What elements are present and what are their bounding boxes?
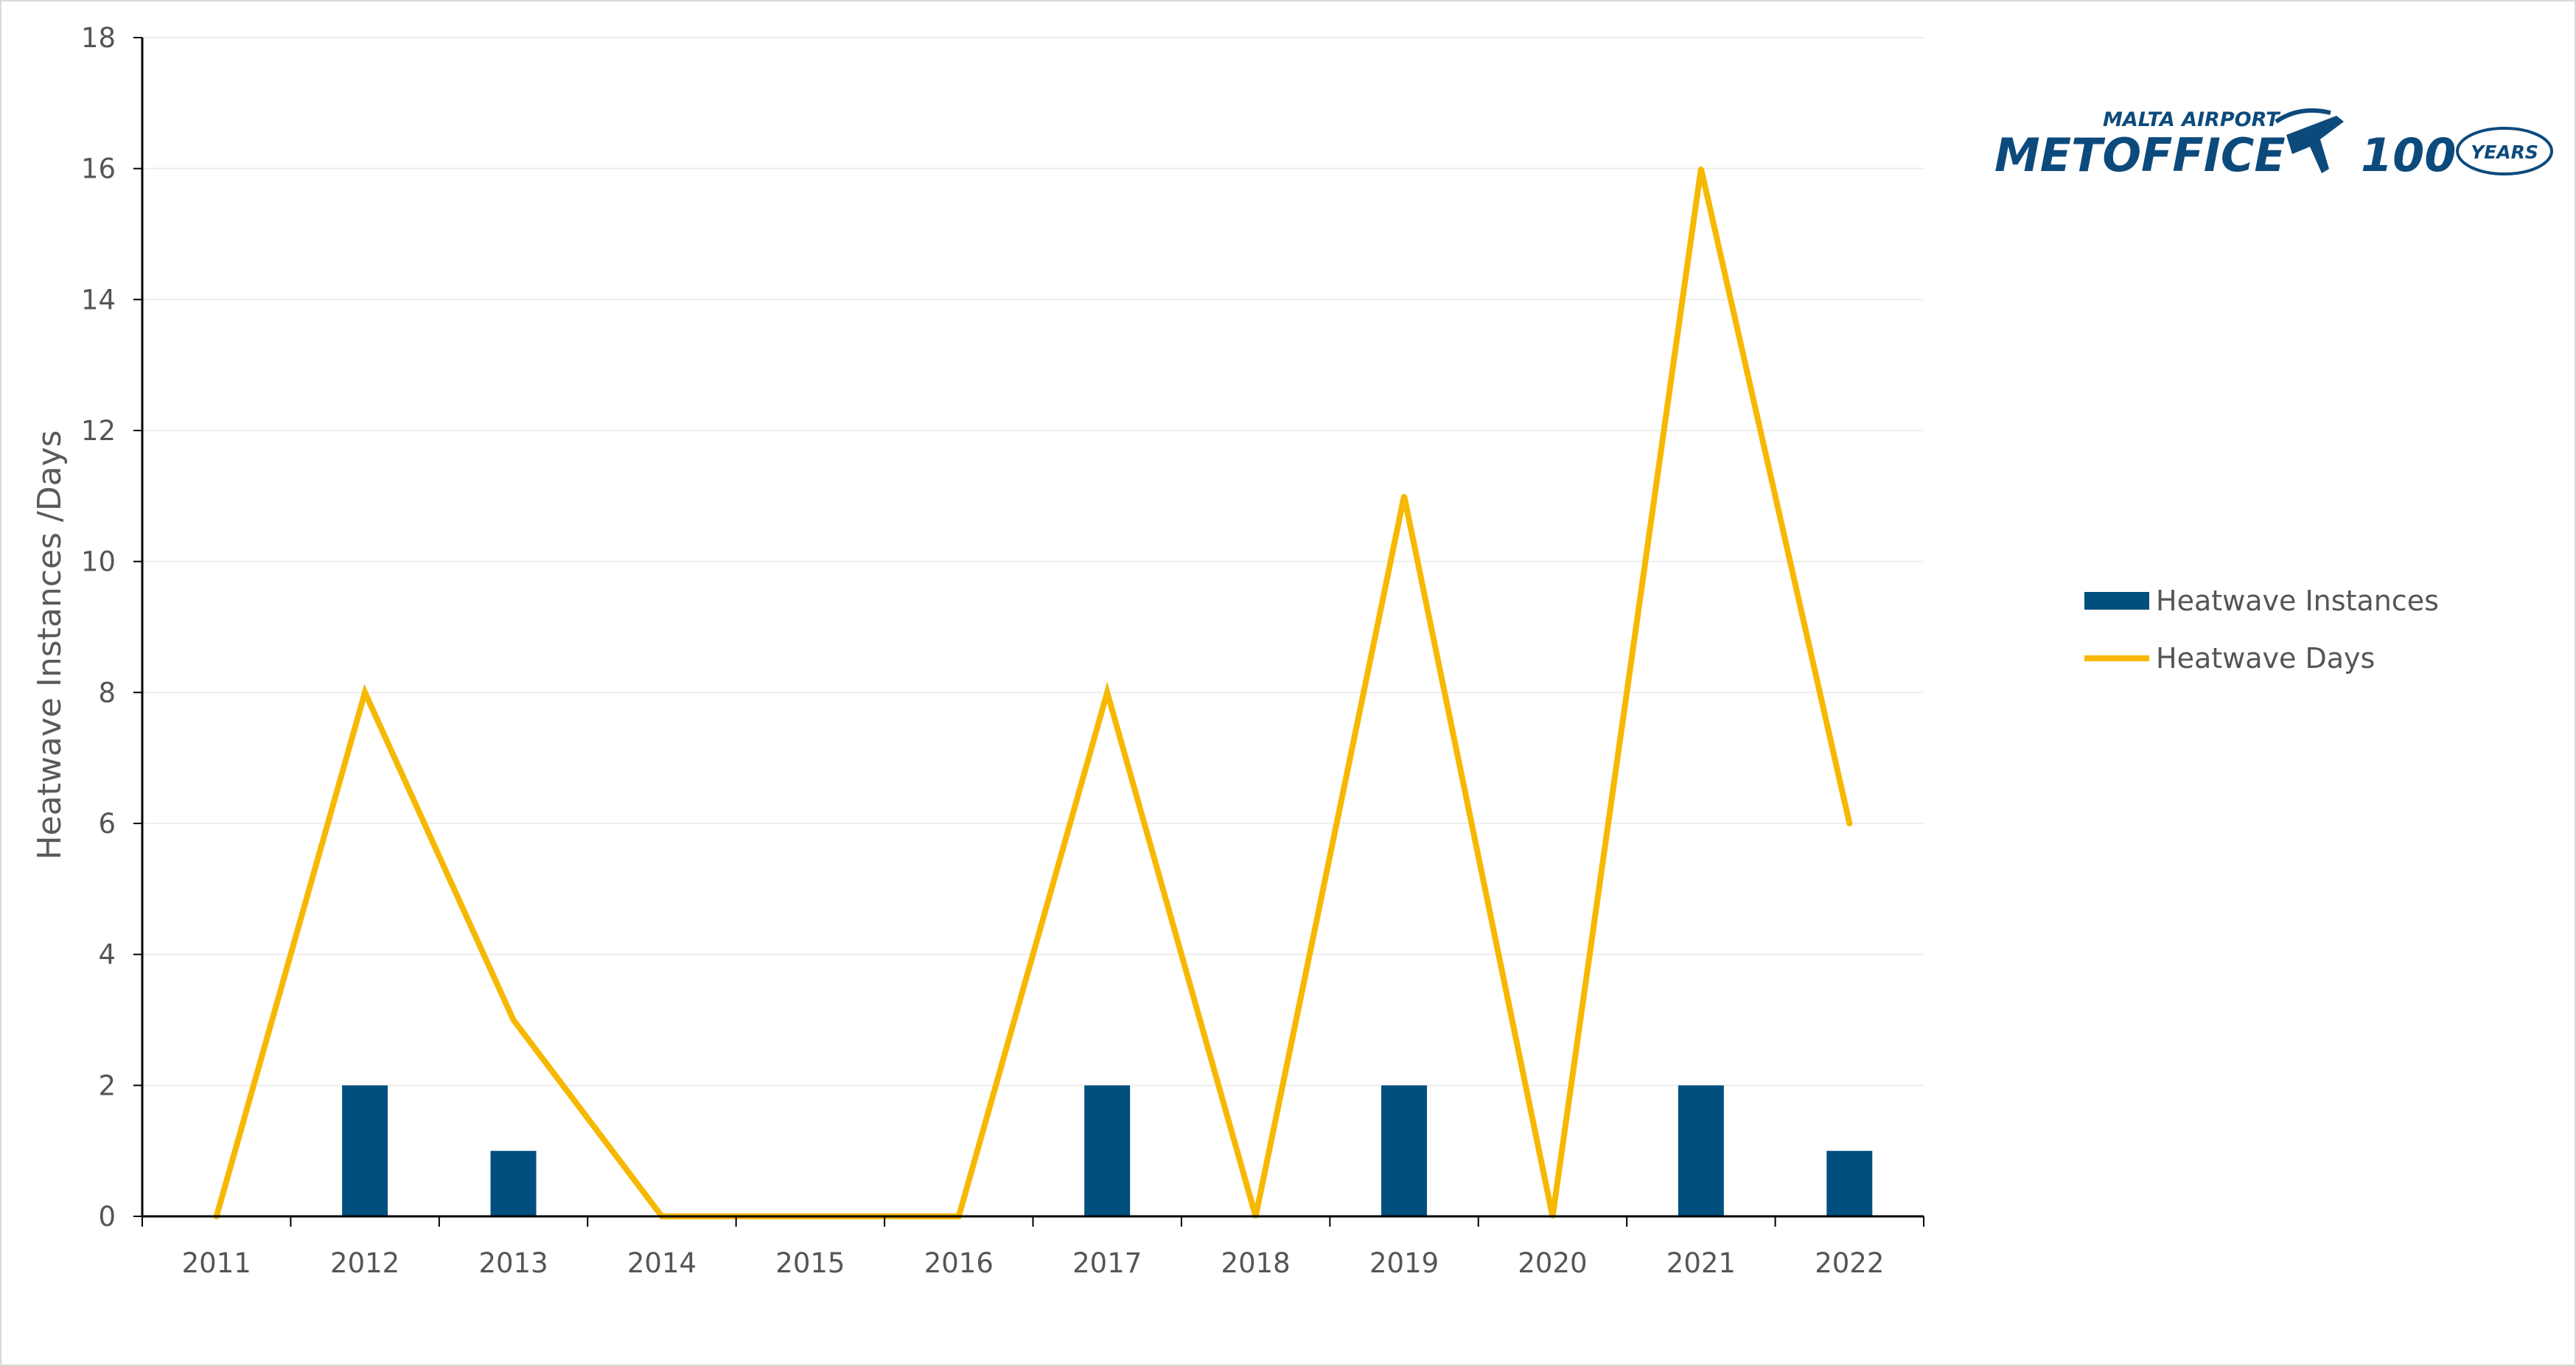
- x-tick-label: 2022: [1815, 1247, 1884, 1279]
- x-tick-labels: 2011 2012 2013 2014 2015 2016 2017 2018 2019 2020…: [182, 1247, 1885, 1279]
- x-tick-label: 2011: [182, 1247, 251, 1279]
- airplane-icon: [2275, 108, 2344, 173]
- y-tick-label: 0: [98, 1201, 116, 1233]
- years-oval: [2456, 127, 2553, 175]
- point-heatwave-days: [1698, 166, 1703, 171]
- y-axis-title: Heatwave Instances /Days: [31, 430, 69, 860]
- point-heatwave-days: [1847, 821, 1852, 826]
- y-tick-label: 6: [98, 808, 116, 840]
- y-tick-label: 2: [98, 1070, 116, 1101]
- logo-text-years: YEARS: [2471, 142, 2538, 163]
- x-tick-label: 2012: [330, 1247, 399, 1279]
- legend-label-heatwave-days: Heatwave Days: [2156, 642, 2375, 675]
- point-heatwave-days: [1402, 493, 1407, 498]
- y-tick-label: 12: [81, 415, 116, 447]
- bar-heatwave-instances: [1084, 1085, 1131, 1216]
- y-tick-label: 14: [81, 284, 116, 316]
- x-tick-label: 2017: [1072, 1247, 1142, 1279]
- malta-airport-metoffice-logo: MALTA AIRPORT METOFFICE 100 YEARS: [1994, 108, 2553, 182]
- point-heatwave-days: [1105, 690, 1110, 695]
- y-tick-label: 16: [81, 153, 116, 185]
- x-tick-label: 2016: [924, 1247, 994, 1279]
- x-tick-label: 2019: [1369, 1247, 1439, 1279]
- line-heatwave-days: [213, 167, 1853, 1219]
- bar-heatwave-instances: [342, 1085, 388, 1216]
- logo-text-100: 100: [2361, 128, 2456, 182]
- logo-text-metoffice: METOFFICE: [1994, 128, 2286, 182]
- y-tick-label: 18: [81, 22, 116, 54]
- x-tick-label: 2014: [627, 1247, 697, 1279]
- legend-swatch-heatwave-instances: [2084, 592, 2149, 610]
- bar-heatwave-instances: [1381, 1085, 1428, 1216]
- bar-heatwave-instances: [1826, 1151, 1873, 1216]
- point-heatwave-days: [511, 1017, 516, 1022]
- bar-series: [342, 1085, 1873, 1216]
- x-tick-label: 2020: [1518, 1247, 1587, 1279]
- y-tick-label: 4: [98, 939, 116, 971]
- x-tick-label: 2013: [478, 1247, 548, 1279]
- x-tick-label: 2018: [1221, 1247, 1291, 1279]
- logo-text-malta-airport: MALTA AIRPORT: [2103, 108, 2281, 131]
- gridlines: [133, 37, 1924, 1217]
- bar-heatwave-instances: [1678, 1085, 1724, 1216]
- legend-label-heatwave-instances: Heatwave Instances: [2156, 585, 2439, 617]
- y-tick-label: 10: [81, 546, 116, 578]
- axes: [141, 38, 1924, 1227]
- x-tick-label: 2015: [775, 1247, 845, 1279]
- point-heatwave-days: [363, 690, 368, 695]
- legend: Heatwave Instances Heatwave Days: [2084, 585, 2439, 675]
- y-tick-label: 8: [98, 677, 116, 708]
- bar-heatwave-instances: [490, 1151, 537, 1216]
- y-tick-labels: 0 2 4 6 8 10 12 14 16 18: [81, 22, 116, 1233]
- x-tick-label: 2021: [1666, 1247, 1736, 1279]
